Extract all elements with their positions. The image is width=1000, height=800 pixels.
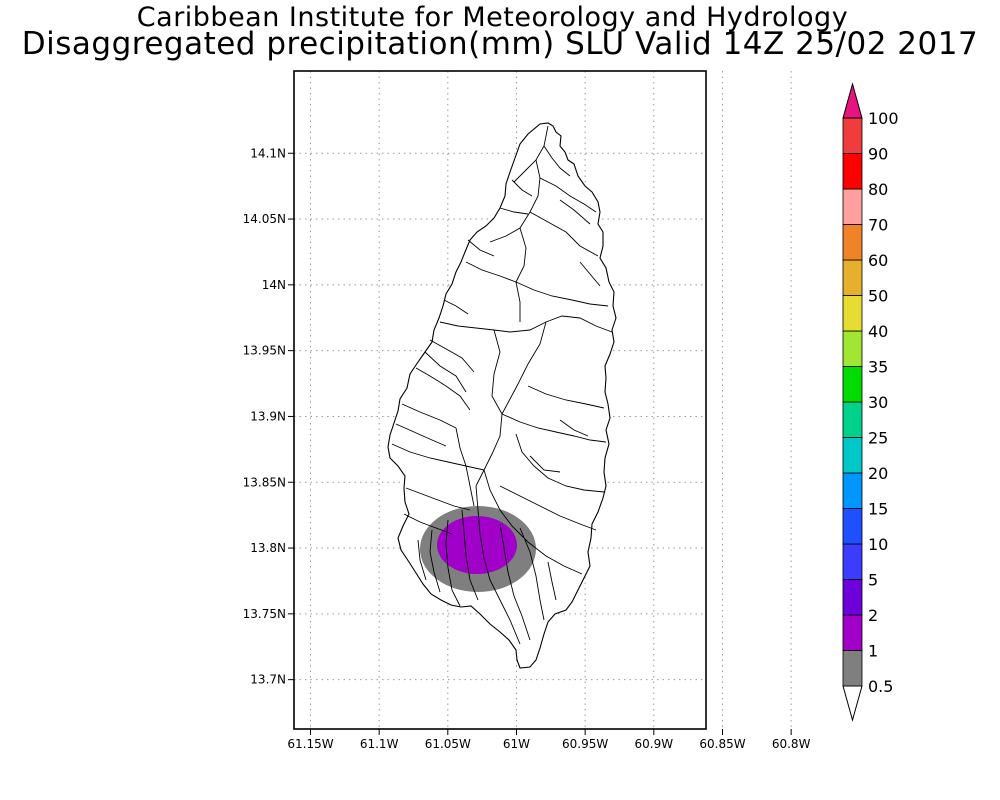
- colorbar-label: 100: [868, 109, 899, 128]
- colorbar-label: 1: [868, 642, 878, 661]
- colorbar-segment: [842, 295, 863, 332]
- colorbar-label: 0.5: [868, 677, 893, 696]
- colorbar-segment: [842, 472, 863, 509]
- axis-ticks: 14.1N 14.05N 14N 13.95N 13.9N 13.85N 13.8N 13.7…: [243, 146, 811, 751]
- colorbar-label: 80: [868, 180, 888, 199]
- tick-label-lat: 13.9N: [250, 409, 286, 423]
- colorbar-label: 50: [868, 287, 888, 306]
- colorbar-label: 10: [868, 535, 888, 554]
- tick-label-lon: 60.9W: [635, 737, 674, 751]
- tick-label-lon: 60.85W: [699, 737, 745, 751]
- precip-area-1-2mm: [437, 516, 517, 574]
- tick-label-lat: 13.95N: [243, 344, 286, 358]
- tick-label-lat: 13.75N: [243, 607, 286, 621]
- colorbar-label: 5: [868, 571, 878, 590]
- tick-label-lon: 60.8W: [772, 737, 811, 751]
- colorbar-above-triangle: [842, 82, 863, 119]
- colorbar-segment: [842, 401, 863, 438]
- colorbar-label: 40: [868, 322, 888, 341]
- colorbar-segment: [842, 188, 863, 225]
- colorbar-label: 60: [868, 251, 888, 270]
- colorbar-segment: [842, 224, 863, 261]
- tick-label-lat: 14N: [262, 278, 286, 292]
- colorbar-segment: [842, 153, 863, 190]
- colorbar-segment: [842, 508, 863, 545]
- watershed-boundaries: [391, 125, 613, 645]
- tick-label-lon: 61.1W: [360, 737, 399, 751]
- colorbar-label: 25: [868, 429, 888, 448]
- map-title-institute: Caribbean Institute for Meteorology and …: [136, 2, 849, 33]
- map-title-product: Disaggregated precipitation(mm) SLU Vali…: [21, 26, 979, 62]
- colorbar-label: 15: [868, 500, 888, 519]
- colorbar-segment: [842, 614, 863, 651]
- map-frame: [293, 70, 707, 730]
- tick-label-lat: 13.85N: [243, 475, 286, 489]
- tick-label-lon: 61.15W: [287, 737, 333, 751]
- colorbar-segment: [842, 366, 863, 403]
- colorbar-segment: [842, 650, 863, 687]
- tick-label-lat: 14.05N: [243, 212, 286, 226]
- colorbar-segment: [842, 437, 863, 474]
- colorbar-segment: [842, 330, 863, 367]
- colorbar-segment: [842, 579, 863, 616]
- colorbar-label: 30: [868, 393, 888, 412]
- colorbar-label: 20: [868, 464, 888, 483]
- colorbar-segment: [842, 117, 863, 154]
- tick-label-lon: 60.95W: [562, 737, 608, 751]
- colorbar-label: 70: [868, 216, 888, 235]
- tick-label-lon: 61W: [503, 737, 530, 751]
- colorbar-below-triangle: [842, 685, 863, 722]
- colorbar-label: 90: [868, 145, 888, 164]
- colorbar-segment: [842, 543, 863, 580]
- colorbar-label: 35: [868, 358, 888, 377]
- colorbar-label: 2: [868, 606, 878, 625]
- tick-label-lat: 13.8N: [250, 541, 286, 555]
- tick-label-lon: 61.05W: [425, 737, 471, 751]
- tick-label-lat: 14.1N: [250, 146, 286, 160]
- tick-label-lat: 13.7N: [250, 673, 286, 687]
- colorbar-segment: [842, 259, 863, 296]
